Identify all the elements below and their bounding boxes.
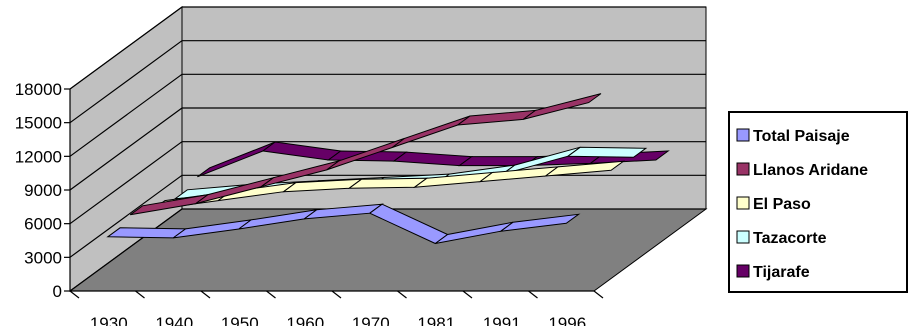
gridline bbox=[69, 73, 706, 157]
x-tick-label: 1996 bbox=[548, 314, 586, 326]
y-tick-label: 0 bbox=[53, 282, 62, 301]
gridline bbox=[69, 141, 706, 225]
y-tick-label: 15000 bbox=[15, 114, 62, 133]
gridline bbox=[69, 107, 706, 191]
x-tick bbox=[397, 290, 407, 299]
legend-label: Tazacorte bbox=[753, 230, 827, 247]
legend: Total Paisaje Llanos Aridane El Paso Tazaco… bbox=[728, 111, 908, 293]
x-tick bbox=[528, 290, 538, 299]
x-tick bbox=[462, 290, 473, 299]
series-llanos-aridane bbox=[129, 93, 602, 216]
x-tick-label: 1970 bbox=[352, 314, 390, 326]
gridline bbox=[69, 6, 706, 90]
ribbon-segment bbox=[566, 146, 648, 158]
x-tick bbox=[200, 290, 211, 299]
series-ribbons bbox=[106, 93, 670, 245]
x-tick bbox=[135, 290, 145, 299]
ribbon-segment bbox=[498, 213, 581, 232]
x-tick-label: 1930 bbox=[90, 314, 128, 326]
y-tick-label: 18000 bbox=[15, 80, 62, 99]
legend-label: El Paso bbox=[753, 196, 811, 213]
legend-swatch bbox=[736, 230, 750, 244]
x-tick-label: 1940 bbox=[155, 314, 193, 326]
gridline bbox=[69, 208, 706, 292]
legend-label: Llanos Aridane bbox=[753, 162, 868, 179]
legend-swatch bbox=[736, 196, 750, 210]
x-tick bbox=[593, 290, 604, 299]
x-tick bbox=[69, 290, 80, 299]
ribbon-segment bbox=[543, 160, 626, 177]
x-tick-label: 1991 bbox=[483, 314, 521, 326]
x-tick-label: 1981 bbox=[417, 314, 455, 326]
legend-label: Tijarafe bbox=[753, 264, 810, 281]
ribbon-segment bbox=[522, 93, 602, 120]
x-tick-label: 1960 bbox=[286, 314, 324, 326]
x-tick bbox=[266, 290, 276, 299]
legend-label: Total Paisaje bbox=[753, 128, 850, 145]
x-tick bbox=[331, 290, 342, 299]
y-tick-label: 6000 bbox=[24, 215, 62, 234]
legend-swatch bbox=[736, 128, 750, 142]
y-tick-label: 9000 bbox=[24, 181, 62, 200]
x-tick-label: 1950 bbox=[221, 314, 259, 326]
legend-box bbox=[728, 111, 908, 293]
gridline bbox=[69, 40, 706, 124]
ribbon-segment bbox=[106, 227, 188, 239]
y-tick-label: 12000 bbox=[15, 147, 62, 166]
series-total-paisaje bbox=[106, 203, 581, 245]
legend-swatch bbox=[736, 264, 750, 278]
legend-swatch bbox=[736, 162, 750, 176]
y-tick-label: 3000 bbox=[24, 248, 62, 267]
